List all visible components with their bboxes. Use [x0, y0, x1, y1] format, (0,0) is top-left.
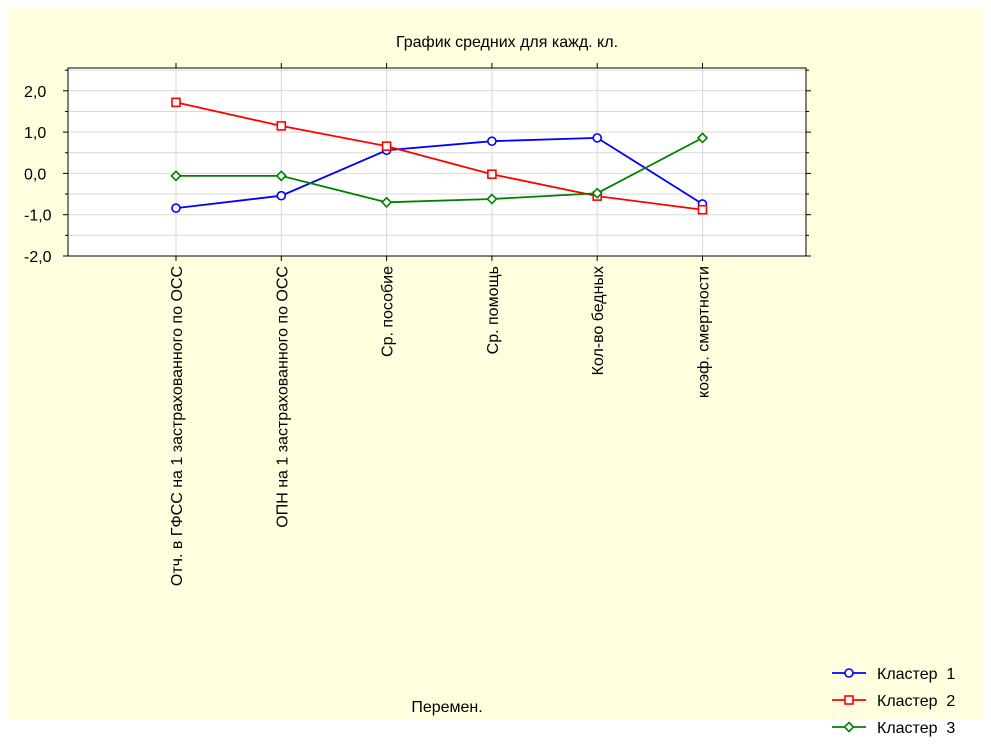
series-line — [175, 101, 703, 211]
y-tick-label: -2,0 — [24, 249, 52, 266]
plot-frame — [67, 67, 807, 257]
legend-marker — [844, 668, 854, 678]
series-3 — [170, 132, 709, 208]
x-axis-tick-labels: Отч. в ГФСС на 1 застрахованного по ОСС О… — [169, 266, 713, 586]
legend-marker — [843, 721, 855, 733]
data-point — [487, 136, 497, 146]
y-tick-label: -1,0 — [24, 208, 52, 225]
legend-marker — [844, 695, 854, 705]
data-point — [697, 204, 708, 215]
y-axis-tick-labels: -2,0 -1,0 0,0 1,0 2,0 — [24, 84, 52, 266]
data-point — [591, 187, 603, 199]
data-point — [696, 132, 709, 144]
data-point — [486, 193, 498, 205]
legend-item: Кластер 1 — [832, 666, 955, 683]
x-tick-label: ОПН на 1 застрахованного по ОСС — [274, 266, 291, 528]
legend-label: Кластер 2 — [877, 693, 955, 710]
data-point — [592, 133, 603, 143]
data-point — [380, 196, 393, 208]
x-tick-label: Кол-во бедных — [590, 266, 607, 375]
series-layer — [170, 97, 709, 215]
data-point — [487, 169, 497, 180]
y-tick-label: 0,0 — [24, 166, 46, 183]
y-tick-label: 1,0 — [24, 125, 46, 142]
data-point — [171, 97, 181, 108]
x-axis-label: Перемен. — [411, 699, 482, 716]
legend-label: Кластер 3 — [877, 720, 955, 737]
data-point — [275, 170, 287, 182]
data-point — [170, 170, 182, 182]
data-point — [171, 203, 181, 213]
plot-area — [68, 68, 806, 256]
data-point — [381, 141, 392, 151]
x-tick-label: Ср. пособие — [380, 266, 397, 357]
series-line — [176, 137, 703, 204]
y-tick-label: 2,0 — [24, 84, 46, 101]
series-line — [175, 136, 703, 209]
axes — [63, 63, 811, 261]
chart-title: График средних для кажд. кл. — [396, 34, 618, 51]
x-tick-label: Ср. помощь — [485, 266, 502, 354]
grid — [68, 68, 806, 256]
data-point — [276, 190, 287, 201]
legend: Кластер 1 Кластер 2 Кластер 3 — [832, 666, 955, 737]
x-tick-label: коэф. смертности — [696, 266, 713, 398]
legend-label: Кластер 1 — [877, 666, 955, 683]
legend-item: Кластер 2 — [832, 693, 955, 710]
x-tick-label: Отч. в ГФСС на 1 застрахованного по ОСС — [169, 266, 186, 586]
legend-item: Кластер 3 — [832, 720, 955, 737]
data-point — [276, 121, 287, 131]
